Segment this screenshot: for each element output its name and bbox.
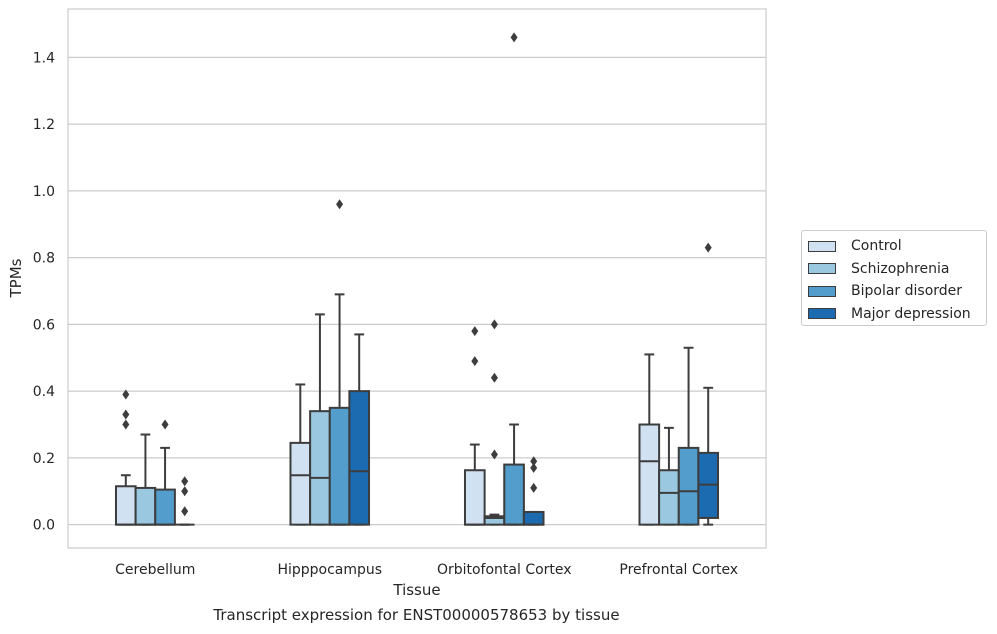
legend-label: Schizophrenia [851,260,950,277]
legend-swatch [808,263,836,275]
boxes [114,32,720,526]
legend: Control Schizophrenia Bipolar disorder Majo… [801,230,987,326]
outlier-marker [490,449,498,460]
x-tick-label: Prefrontal Cortex [619,562,738,578]
box-iqr [658,469,680,526]
outlier-marker [122,419,130,430]
y-axis-ticks: 0.0 0.2 0.4 0.6 0.8 1.0 1.2 1.4 [33,50,55,533]
y-tick-label: 0.2 [33,451,55,467]
box-major-depression [174,476,195,526]
x-tick-label: Hipppocampus [277,562,382,578]
outlier-marker [471,356,479,367]
box-iqr [677,446,700,526]
legend-label: Control [851,238,902,255]
box-bipolar-disorder [154,419,176,526]
x-axis-label: Tissue [392,581,440,599]
legend-label: Bipolar disorder [851,283,963,300]
legend-item: Control [808,235,986,258]
box-major-depression [348,333,371,526]
outlier-marker [122,409,130,420]
legend-item: Major depression [808,303,986,326]
outlier-marker [471,326,479,337]
box-iqr [134,486,157,526]
y-tick-label: 0.8 [33,251,55,267]
box-schizophrenia [134,433,157,526]
box-iqr [289,441,312,526]
box-iqr [309,410,331,526]
outlier-marker [510,32,518,43]
legend-item: Schizophrenia [808,258,986,281]
plot-area [67,8,767,549]
y-axis-label: TPMs [7,258,25,298]
x-axis-ticks: Cerebellum Hipppocampus Orbitofontal Corte… [115,562,738,578]
box-iqr [503,463,525,526]
x-tick-label: Orbitofontal Cortex [437,562,572,578]
y-tick-label: 1.0 [33,184,55,200]
box-iqr [328,406,351,526]
box-major-depression [522,456,545,526]
outlier-marker [530,456,538,467]
legend-swatch [808,308,836,320]
outlier-marker [530,482,538,493]
legend-label: Major depression [851,305,971,322]
y-tick-label: 1.4 [33,50,55,66]
legend-item: Bipolar disorder [808,280,986,303]
outlier-marker [122,389,130,400]
outlier-marker [181,506,189,517]
outlier-marker [530,462,538,473]
y-tick-label: 0.0 [33,518,55,534]
box-control [114,389,137,526]
box-bipolar-disorder [503,32,525,526]
y-tick-label: 1.2 [33,117,55,133]
chart-caption: Transcript expression for ENST0000057865… [213,606,620,624]
outlier-marker [161,419,169,430]
box-bipolar-disorder [328,199,351,526]
outlier-marker [336,199,344,210]
box-iqr [638,423,661,526]
box-bipolar-disorder [677,346,700,526]
box-iqr [522,510,545,526]
x-tick-label: Cerebellum [115,562,195,578]
legend-swatch [808,240,836,252]
outlier-marker [490,372,498,383]
legend-swatch [808,285,836,297]
box-iqr [114,485,137,526]
box-iqr [348,390,371,526]
outlier-marker [704,242,712,253]
outlier-marker [490,319,498,330]
y-tick-label: 0.6 [33,317,55,333]
outlier-marker [181,486,189,497]
box-control [463,326,486,526]
box-major-depression [697,242,720,526]
y-tick-label: 0.4 [33,384,55,400]
outlier-marker [181,476,189,487]
box-iqr [463,469,486,526]
box-iqr [154,488,176,526]
